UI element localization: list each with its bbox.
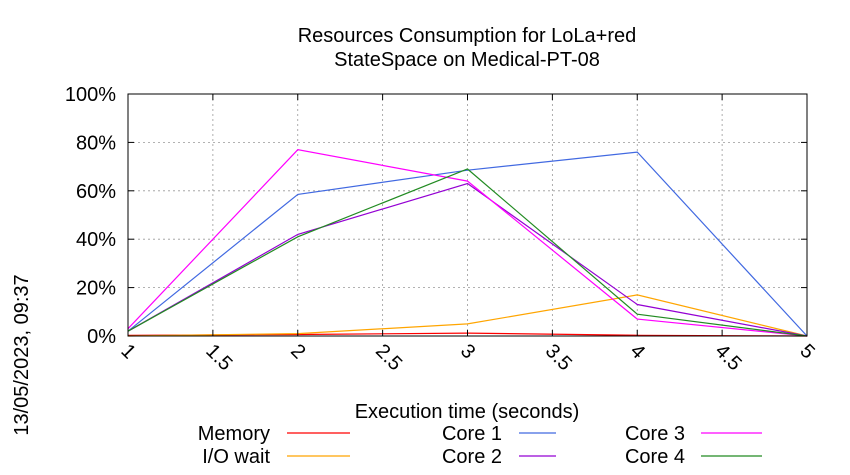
x-tick-label: 1.5 <box>201 340 236 375</box>
axis-ticks: 0% 20% 40% 60% 80% 100% 1 1.5 2 2.5 3 3.5 4 4.5 5 <box>65 84 819 375</box>
x-tick-label: 5 <box>795 340 818 363</box>
x-tick-label: 4 <box>626 340 649 363</box>
chart-title-line-1: Resources Consumption for LoLa+red <box>298 25 637 47</box>
y-tick-label: 100% <box>65 84 116 106</box>
x-axis-label: Execution time (seconds) <box>355 401 580 423</box>
y-tick-label: 40% <box>76 229 116 251</box>
x-tick-label: 2.5 <box>371 340 406 375</box>
series-line-core-2 <box>127 182 808 337</box>
x-tick-label: 3 <box>456 340 479 363</box>
legend-label-core-1: Core 1 <box>442 423 502 445</box>
legend-label-core-4: Core 4 <box>625 446 685 468</box>
legend-label-core-2: Core 2 <box>442 446 502 468</box>
x-tick-label: 2 <box>286 340 309 363</box>
x-tick-label: 1 <box>116 340 139 363</box>
x-tick-label: 3.5 <box>541 340 576 375</box>
series-line-core-4 <box>127 168 808 337</box>
y-tick-label: 20% <box>76 278 116 300</box>
series-line-core-3 <box>127 149 808 337</box>
series-line-i-o-wait <box>127 294 808 337</box>
series-line-core-1 <box>127 151 808 337</box>
x-tick-label: 4.5 <box>711 340 746 375</box>
legend-label-memory: Memory <box>198 423 270 445</box>
timestamp-label: 13/05/2023, 09:37 <box>11 274 33 435</box>
y-tick-label: 0% <box>87 326 116 348</box>
series-lines <box>127 149 808 337</box>
y-tick-label: 80% <box>76 132 116 154</box>
y-tick-label: 60% <box>76 181 116 203</box>
grid <box>128 94 807 336</box>
chart-title-line-2: StateSpace on Medical-PT-08 <box>334 49 600 71</box>
legend-label-i-o-wait: I/O wait <box>202 446 270 468</box>
legend-label-core-3: Core 3 <box>625 423 685 445</box>
